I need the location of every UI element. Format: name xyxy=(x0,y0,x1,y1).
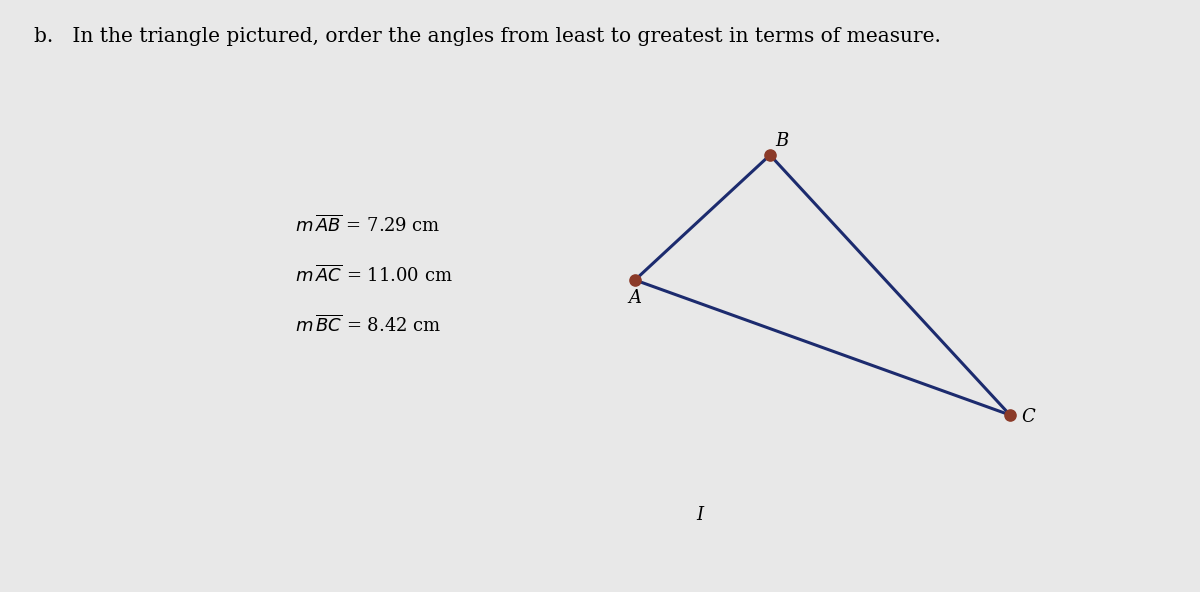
Text: $m\,\overline{AB}$ = 7.29 cm: $m\,\overline{AB}$ = 7.29 cm xyxy=(295,214,440,236)
Text: $m\,\overline{AC}$ = 11.00 cm: $m\,\overline{AC}$ = 11.00 cm xyxy=(295,264,452,286)
Text: b.   In the triangle pictured, order the angles from least to greatest in terms : b. In the triangle pictured, order the a… xyxy=(34,27,941,46)
Text: C: C xyxy=(1021,408,1034,426)
Text: $m\,\overline{BC}$ = 8.42 cm: $m\,\overline{BC}$ = 8.42 cm xyxy=(295,314,442,336)
Text: B: B xyxy=(775,132,788,150)
Point xyxy=(1001,410,1020,420)
Point xyxy=(625,275,644,285)
Text: A: A xyxy=(629,289,642,307)
Text: I: I xyxy=(696,506,703,524)
Point xyxy=(761,150,780,160)
